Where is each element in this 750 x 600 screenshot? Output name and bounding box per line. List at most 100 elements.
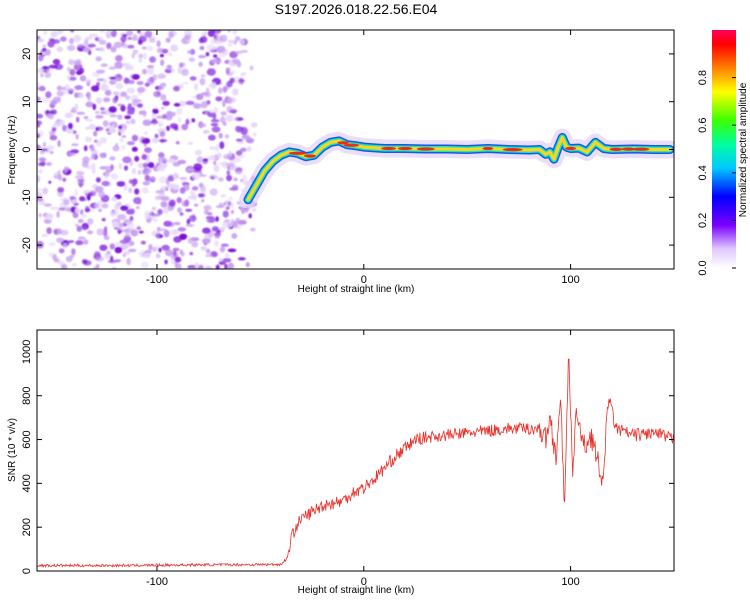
noise-blob	[69, 37, 74, 45]
colorbar-tick-label: 0.4	[697, 165, 709, 180]
noise-blob	[72, 199, 77, 204]
noise-blob	[70, 152, 76, 156]
snr-ytick-label: 800	[21, 387, 33, 405]
noise-blob	[209, 188, 218, 196]
noise-blob	[132, 178, 138, 185]
noise-blob	[159, 53, 164, 58]
noise-blob	[48, 180, 52, 184]
noise-blob	[198, 193, 205, 198]
noise-blob	[164, 259, 168, 265]
noise-blob	[216, 48, 223, 53]
noise-blob	[128, 248, 137, 253]
noise-blob	[220, 243, 229, 247]
spectrogram-xtick-label: -100	[146, 274, 168, 286]
noise-blob	[177, 67, 182, 75]
noise-blob	[146, 46, 154, 52]
noise-blob	[218, 132, 223, 139]
noise-blob	[155, 190, 161, 194]
noise-blob	[249, 65, 254, 71]
noise-blob	[132, 168, 136, 175]
signal-track	[239, 128, 674, 209]
noise-blob	[58, 207, 67, 211]
noise-blob	[62, 242, 68, 249]
noise-blob	[104, 89, 112, 96]
noise-blob	[222, 86, 228, 93]
noise-blob	[143, 52, 147, 60]
noise-blob	[83, 47, 90, 53]
noise-blob	[173, 85, 180, 92]
track-peak	[288, 151, 307, 155]
noise-blob	[114, 246, 123, 254]
noise-blob	[138, 58, 142, 63]
noise-blob	[210, 176, 215, 180]
noise-blob	[137, 39, 143, 45]
noise-blob	[108, 66, 116, 70]
colorbar-scale	[712, 30, 736, 268]
noise-blob	[136, 206, 140, 210]
noise-blob	[166, 125, 170, 131]
noise-blob	[72, 130, 77, 134]
noise-blob	[151, 137, 160, 144]
noise-blob	[217, 58, 222, 64]
noise-blob	[134, 155, 140, 162]
snr-series-line	[37, 358, 674, 568]
noise-blob	[118, 125, 123, 130]
noise-blob	[237, 219, 247, 225]
noise-blob	[159, 163, 168, 168]
noise-blob	[156, 115, 164, 119]
noise-blob	[77, 43, 85, 48]
noise-blob	[37, 96, 41, 102]
noise-blob	[67, 122, 73, 130]
noise-blob	[250, 122, 258, 128]
noise-blob	[174, 256, 182, 263]
noise-blob	[204, 209, 209, 215]
noise-blob	[191, 172, 201, 180]
noise-blob	[225, 96, 233, 104]
noise-blob	[69, 76, 77, 81]
noise-blob	[153, 218, 158, 223]
noise-blob	[218, 87, 223, 94]
noise-blob	[53, 39, 61, 44]
noise-blob	[120, 35, 127, 43]
noise-blob	[160, 94, 167, 101]
noise-blob	[172, 229, 180, 235]
noise-blob	[227, 67, 231, 71]
noise-blob	[152, 108, 159, 114]
noise-blob	[193, 163, 203, 171]
noise-blob	[200, 245, 207, 251]
noise-blob	[204, 265, 213, 269]
noise-blob	[73, 63, 83, 71]
noise-blob	[215, 264, 220, 269]
noise-blob	[99, 244, 108, 251]
noise-blob	[120, 105, 126, 112]
noise-blob	[52, 58, 61, 65]
noise-blob	[141, 154, 148, 160]
noise-blob	[137, 86, 146, 93]
noise-blob	[219, 141, 225, 149]
noise-blob	[126, 120, 130, 125]
noise-blob	[227, 248, 237, 253]
noise-blob	[194, 149, 203, 156]
noise-blob	[123, 184, 128, 192]
noise-blob	[159, 131, 166, 138]
noise-blob	[124, 115, 132, 120]
noise-blob	[115, 82, 124, 90]
noise-blob	[83, 239, 89, 245]
noise-blob	[76, 111, 86, 115]
spectrogram-content	[37, 30, 674, 269]
noise-blob	[157, 208, 163, 215]
noise-blob	[89, 33, 99, 38]
noise-blob	[251, 207, 257, 212]
noise-blob	[69, 196, 76, 200]
noise-blob	[46, 227, 52, 235]
noise-blob	[126, 257, 131, 266]
noise-blob	[66, 67, 71, 72]
spectrogram-ytick-label: -20	[21, 237, 33, 253]
noise-blob	[216, 144, 220, 152]
noise-blob	[104, 171, 109, 180]
noise-blob	[232, 58, 241, 64]
noise-blob	[127, 79, 135, 85]
